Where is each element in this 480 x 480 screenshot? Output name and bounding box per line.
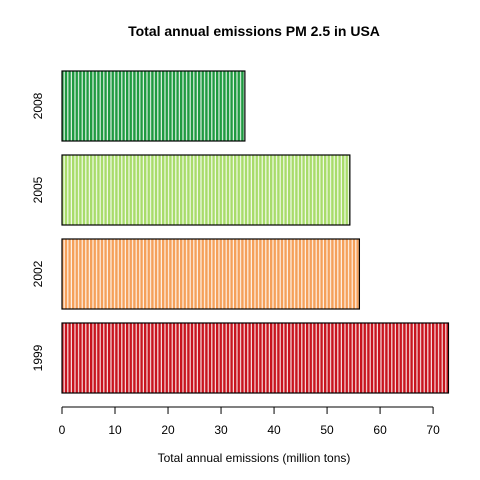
bar-1999	[61, 322, 450, 394]
x-tick-label-60: 60	[373, 423, 387, 437]
bars-group	[61, 70, 450, 394]
x-tick-label-30: 30	[214, 423, 228, 437]
y-tick-label-2008: 2008	[31, 92, 45, 119]
y-tick-label-1999: 1999	[31, 344, 45, 371]
chart-title: Total annual emissions PM 2.5 in USA	[128, 23, 380, 39]
x-axis: 0 10 20 30 40 50 60 70	[59, 406, 440, 437]
y-tick-labels: 1999 2002 2005 2008	[31, 92, 45, 371]
bar-2005	[61, 154, 351, 226]
x-tick-label-20: 20	[161, 423, 175, 437]
y-tick-label-2005: 2005	[31, 176, 45, 203]
x-tick-label-40: 40	[267, 423, 281, 437]
x-tick-label-70: 70	[426, 423, 440, 437]
bar-2002	[61, 238, 361, 310]
x-tick-label-50: 50	[320, 423, 334, 437]
x-axis-label: Total annual emissions (million tons)	[158, 451, 351, 465]
y-tick-label-2002: 2002	[31, 260, 45, 287]
x-tick-label-10: 10	[108, 423, 122, 437]
x-tick-label-0: 0	[59, 423, 66, 437]
bar-2008	[61, 70, 246, 142]
